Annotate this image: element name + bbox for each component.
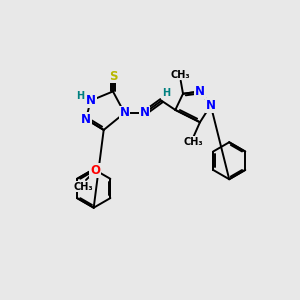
Text: N: N bbox=[85, 94, 96, 107]
Text: N: N bbox=[206, 99, 216, 112]
Text: S: S bbox=[109, 70, 117, 83]
Text: H: H bbox=[76, 91, 85, 101]
Text: O: O bbox=[90, 164, 100, 177]
Text: N: N bbox=[195, 85, 205, 98]
Text: CH₃: CH₃ bbox=[184, 137, 204, 147]
Text: N: N bbox=[119, 106, 130, 119]
Text: CH₃: CH₃ bbox=[73, 182, 93, 191]
Text: N: N bbox=[81, 113, 91, 126]
Text: N: N bbox=[140, 106, 149, 119]
Text: CH₃: CH₃ bbox=[171, 70, 190, 80]
Text: H: H bbox=[162, 88, 170, 98]
